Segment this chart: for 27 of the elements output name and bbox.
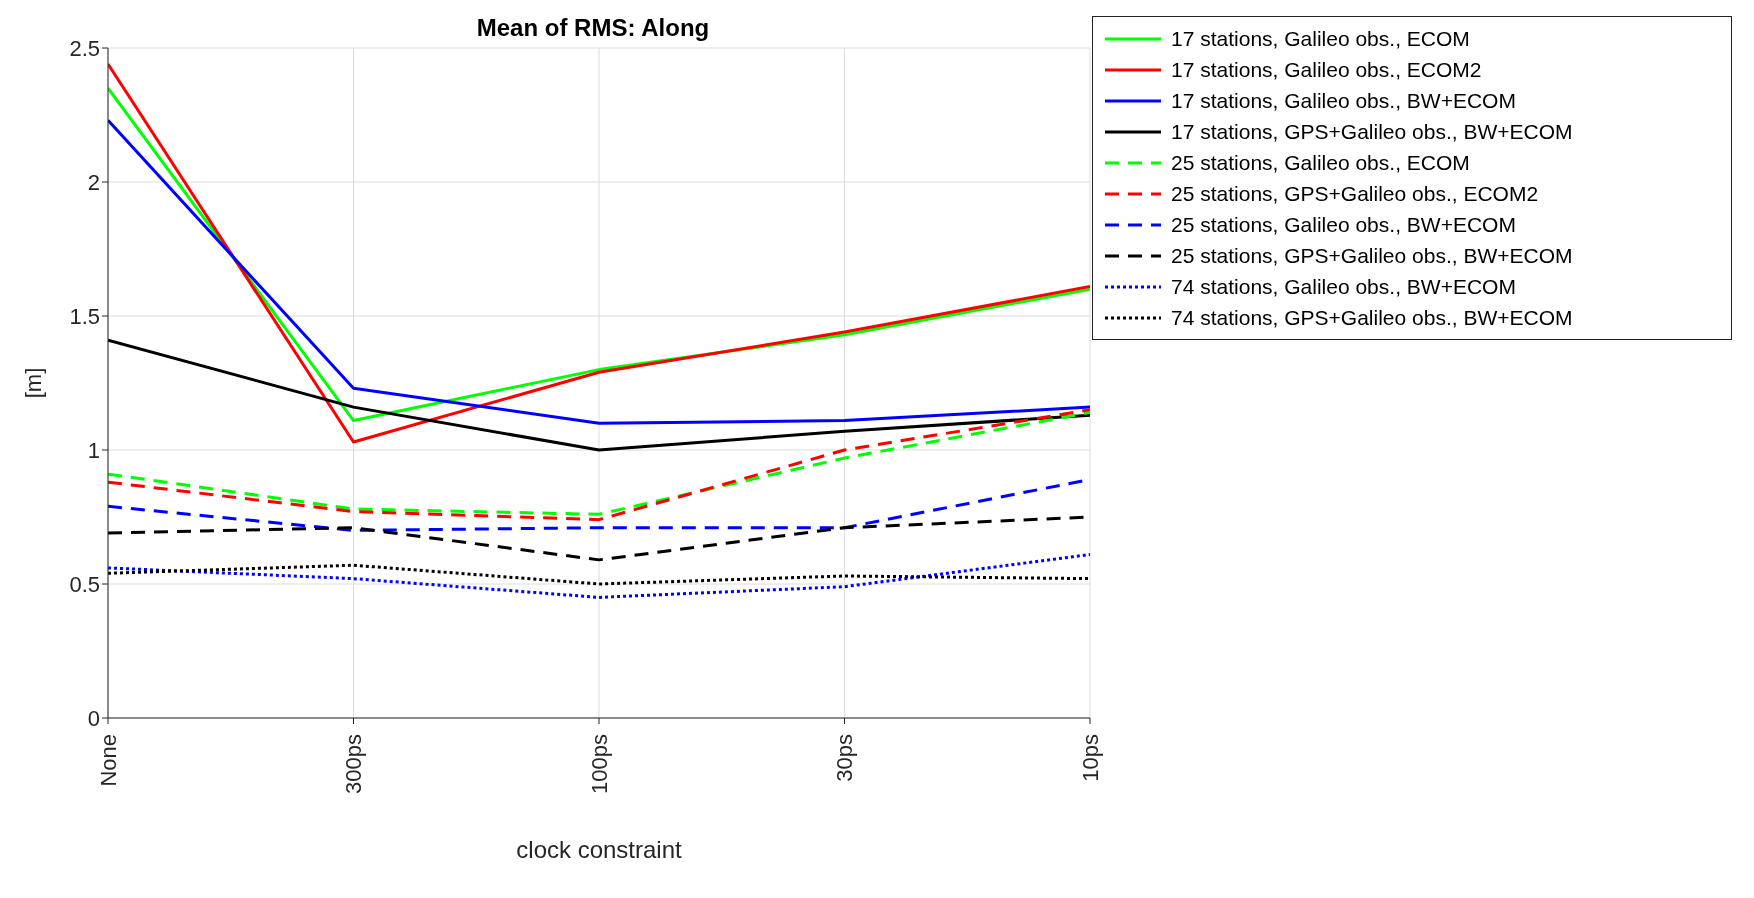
line-series	[108, 338, 1090, 452]
legend-label: 17 stations, GPS+Galileo obs., BW+ECOM	[1171, 119, 1573, 145]
legend-label: 17 stations, Galileo obs., ECOM	[1171, 26, 1470, 52]
x-tick-label: None	[95, 734, 121, 787]
y-tick-label: 1	[87, 437, 100, 463]
legend-label: 25 stations, Galileo obs., ECOM	[1171, 150, 1470, 176]
legend-label: 25 stations, GPS+Galileo obs., BW+ECOM	[1171, 243, 1573, 269]
x-tick-label: 100ps	[586, 734, 612, 794]
y-tick-label: 2	[87, 169, 100, 195]
x-tick-label: 300ps	[341, 734, 366, 794]
legend-label: 25 stations, GPS+Galileo obs., ECOM2	[1171, 181, 1539, 207]
line-series	[108, 563, 1090, 586]
legend-label: 25 stations, Galileo obs., BW+ECOM	[1171, 212, 1516, 238]
y-tick-label: 0.5	[69, 571, 100, 597]
y-tick-label: 0	[87, 705, 100, 731]
y-tick-label: 2.5	[69, 35, 100, 61]
x-tick-label: 10ps	[1077, 734, 1103, 782]
line-series	[108, 553, 1090, 599]
legend-label: 17 stations, Galileo obs., BW+ECOM	[1171, 88, 1516, 114]
x-axis-title: clock constraint	[516, 836, 683, 863]
chart-title: Mean of RMS: Along	[476, 14, 710, 41]
legend-label: 74 stations, Galileo obs., BW+ECOM	[1171, 274, 1516, 300]
y-tick-label: 1.5	[69, 303, 100, 329]
legend-label: 74 stations, GPS+Galileo obs., BW+ECOM	[1171, 305, 1573, 331]
legend-label: 17 stations, Galileo obs., ECOM2	[1171, 57, 1482, 83]
y-axis-title: [m]	[20, 367, 46, 399]
x-tick-label: 30ps	[832, 734, 857, 782]
